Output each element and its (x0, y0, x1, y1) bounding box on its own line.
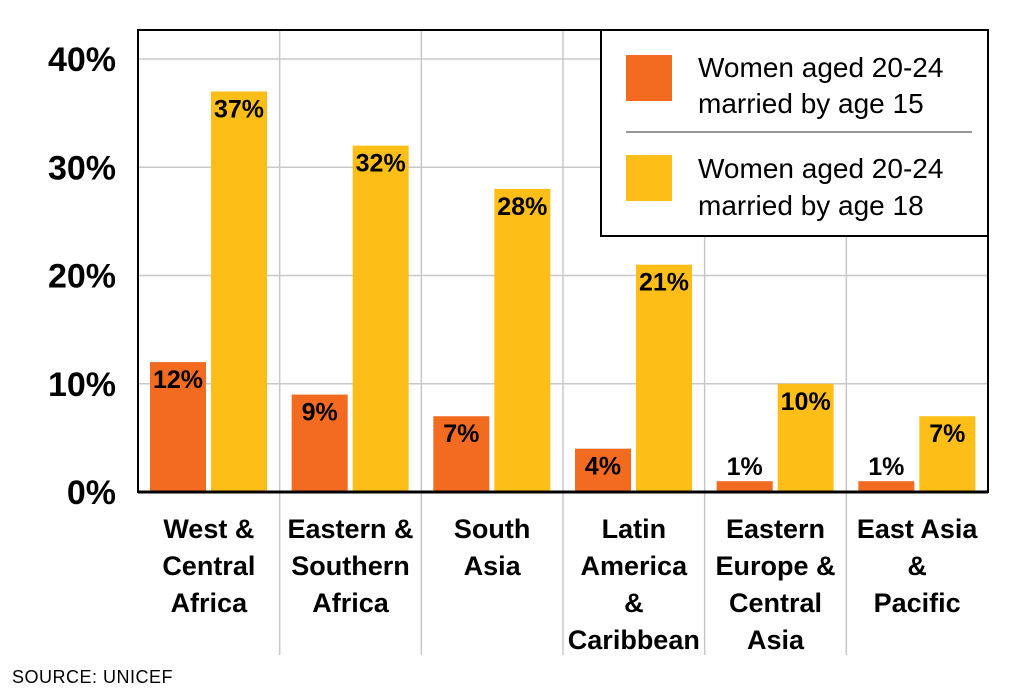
bar (636, 264, 692, 492)
bar (858, 481, 915, 492)
x-category-label: Caribbean (568, 625, 700, 655)
legend-swatch (626, 155, 672, 201)
data-label: 10% (781, 388, 831, 416)
legend-label: Women aged 20-24 (698, 153, 943, 184)
bar (352, 145, 409, 492)
bar (150, 362, 206, 492)
data-label: 28% (497, 193, 547, 221)
x-category-label: America (581, 551, 689, 581)
legend-label: Women aged 20-24 (698, 52, 943, 83)
data-label: 32% (356, 150, 406, 178)
x-category-label: Asia (747, 625, 805, 655)
x-category-label: Eastern (726, 514, 825, 544)
bar (291, 394, 348, 492)
bar (433, 416, 490, 492)
x-category-label: & (624, 588, 644, 618)
data-label: 4% (585, 453, 621, 481)
source-note: SOURCE: UNICEF (12, 667, 173, 687)
legend-label: married by age 15 (698, 88, 924, 119)
x-category-label: & (907, 551, 927, 581)
x-category-label: East Asia (857, 514, 979, 544)
x-category-label: Eastern & (287, 514, 413, 544)
data-label: 1% (868, 453, 904, 481)
bar (494, 188, 551, 492)
x-category-label: Asia (464, 551, 522, 581)
data-label: 21% (639, 269, 689, 297)
x-category-label: Latin (602, 514, 667, 544)
data-label: 12% (153, 366, 203, 394)
legend-swatch (626, 55, 672, 101)
y-tick-label: 0% (67, 474, 116, 512)
x-category-label: Southern (291, 551, 410, 581)
x-category-label: West & (163, 514, 254, 544)
y-tick-label: 20% (48, 258, 116, 296)
data-label: 1% (727, 453, 763, 481)
x-category-label: Central (729, 588, 822, 618)
bar (211, 91, 267, 492)
data-label: 7% (929, 420, 965, 448)
x-category-label: Africa (312, 588, 390, 618)
bar (575, 448, 631, 492)
x-category-label: Africa (171, 588, 249, 618)
bar (716, 481, 773, 492)
data-label: 37% (214, 95, 264, 123)
bar (919, 416, 976, 492)
x-category-label: Central (162, 551, 255, 581)
y-tick-label: 10% (48, 366, 116, 404)
x-category-label: Pacific (874, 588, 961, 618)
x-category-label: Europe & (715, 551, 835, 581)
x-category-label: South (454, 514, 530, 544)
data-label: 7% (443, 420, 479, 448)
data-label: 9% (302, 399, 338, 427)
legend-label: married by age 18 (698, 190, 924, 221)
bar (777, 383, 834, 492)
y-tick-label: 40% (48, 41, 116, 79)
y-tick-label: 30% (48, 149, 116, 187)
